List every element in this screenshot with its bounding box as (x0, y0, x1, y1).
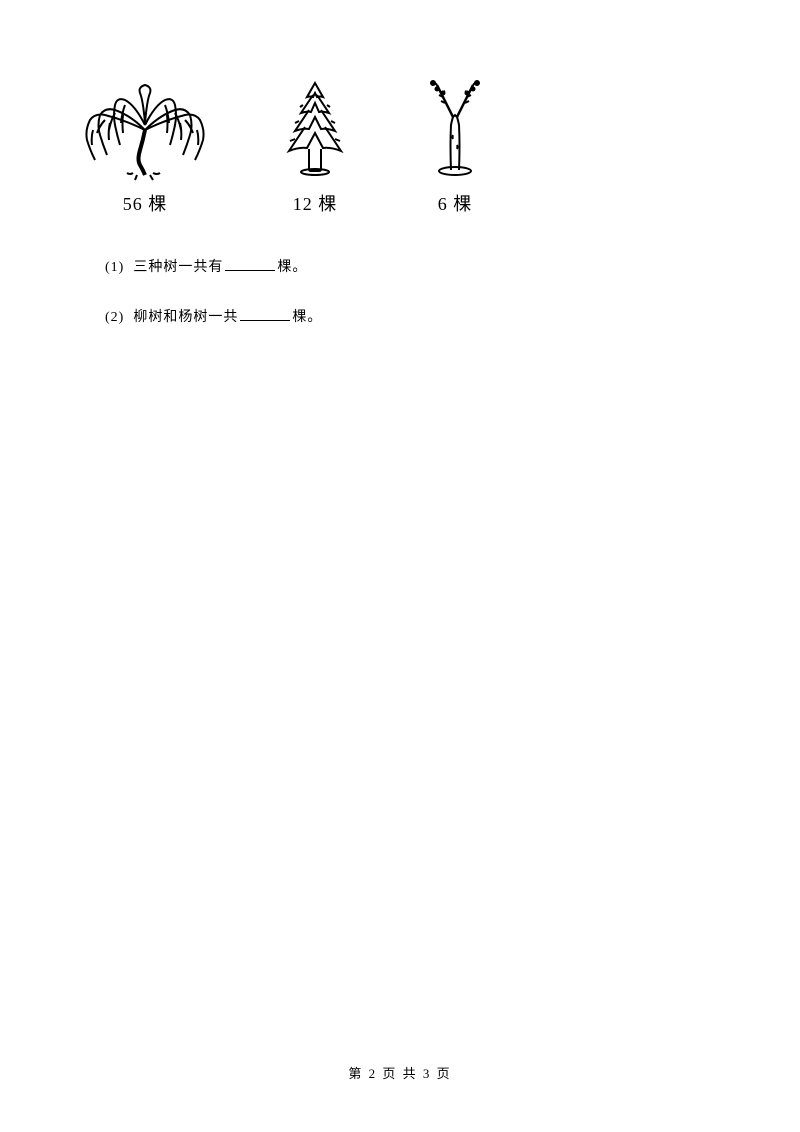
tree-poplar: 6 棵 (415, 75, 495, 216)
q2-before: 柳树和杨树一共 (133, 310, 238, 325)
q2-blank[interactable] (240, 307, 290, 321)
poplar-icon (415, 75, 495, 185)
tree-count-3: 6 (438, 194, 448, 214)
tree-pine: 12 棵 (275, 75, 355, 216)
q1-before: 三种树一共有 (133, 260, 223, 275)
q2-after: 棵。 (292, 310, 322, 325)
tree-count-1: 56 (123, 194, 143, 214)
q2-num: (2) (105, 310, 124, 325)
footer-text: 第 2 页 共 3 页 (348, 1066, 451, 1081)
tree-unit-1: 棵 (148, 194, 167, 214)
pine-icon (275, 75, 355, 185)
trees-row: 56 棵 12 棵 (0, 0, 800, 216)
tree-willow: 56 棵 (75, 75, 215, 216)
tree-count-2: 12 (293, 194, 313, 214)
tree-unit-3: 棵 (453, 194, 472, 214)
q1-num: (1) (105, 260, 124, 275)
question-1: (1) 三种树一共有 棵。 (105, 256, 800, 276)
q1-after: 棵。 (277, 260, 307, 275)
tree-unit-2: 棵 (318, 194, 337, 214)
page-footer: 第 2 页 共 3 页 (0, 1063, 800, 1082)
tree-label-3: 6 棵 (438, 190, 473, 216)
tree-label-2: 12 棵 (293, 190, 338, 216)
willow-icon (75, 75, 215, 185)
q1-blank[interactable] (225, 257, 275, 271)
questions-block: (1) 三种树一共有棵。 (2) 柳树和杨树一共棵。 (0, 216, 800, 326)
question-2: (2) 柳树和杨树一共 棵。 (105, 306, 800, 326)
tree-label-1: 56 棵 (123, 190, 168, 216)
